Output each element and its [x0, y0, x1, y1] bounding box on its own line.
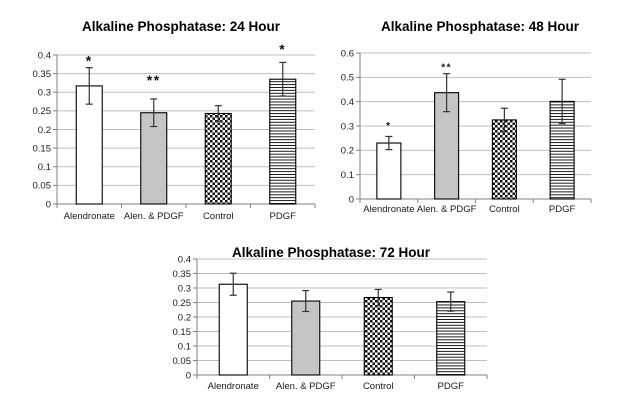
- x-category-label-pdgf: PDGF: [549, 204, 576, 215]
- 72-hour-bar-alen-pdgf: [291, 300, 321, 376]
- 72-hour-bar-control: [363, 297, 393, 376]
- error-bar-control: [374, 288, 382, 307]
- 24-hour-bar-alen-pdgf: [140, 112, 168, 205]
- y-tick-label: 0.3: [38, 88, 51, 99]
- 24-hour-bar-control: [204, 112, 232, 205]
- y-tick-label: 0.6: [341, 48, 354, 59]
- y-tick-label: 0.25: [33, 106, 52, 117]
- significance-marker: *: [279, 41, 286, 57]
- 24-hour-bar-alendronate: [75, 85, 103, 205]
- error-bar-alendronate: [85, 67, 93, 105]
- x-category-label-control: Control: [203, 211, 234, 222]
- chart-title-24-hour: Alkaline Phosphatase: 24 Hour: [82, 19, 281, 34]
- y-tick-label: 0.35: [173, 269, 192, 280]
- error-bar-pdgf: [279, 61, 287, 97]
- y-tick-label: 0.05: [33, 181, 52, 192]
- x-category-label-alen-pdgf: Alen. & PDGF: [276, 381, 336, 392]
- y-tick-label: 0.25: [173, 298, 192, 309]
- significance-marker: *: [386, 121, 391, 132]
- 24-hour-bar-pdgf: [269, 78, 297, 205]
- error-bar-control: [214, 105, 222, 122]
- chart-48-hour: 0 0.1 0.2 0.3 0.4 0.5 0.6 Alendronate Alen. & PD…: [341, 48, 592, 215]
- 72-hour-bar-alendronate: [218, 283, 248, 376]
- y-tick-label: 0.15: [173, 327, 192, 338]
- y-tick-label: 0: [349, 194, 354, 205]
- y-tick-label: 0.35: [33, 69, 52, 80]
- y-tick-label: 0.3: [178, 283, 191, 294]
- y-tick-label: 0.15: [33, 143, 52, 154]
- y-tick-label: 0.4: [178, 254, 191, 265]
- y-tick-label: 0.2: [341, 146, 354, 157]
- y-tick-label: 0.1: [178, 341, 191, 352]
- y-tick-label: 0.1: [341, 170, 354, 181]
- chart-title-72-hour: Alkaline Phosphatase: 72 Hour: [232, 245, 431, 260]
- 48-hour-bar-alendronate: [376, 142, 402, 200]
- y-tick-label: 0: [186, 370, 191, 381]
- error-bar-alendronate: [385, 135, 393, 151]
- y-tick-label: 0.4: [38, 50, 51, 61]
- 48-hour-bar-control: [491, 119, 517, 200]
- chart-72-hour: 0 0.05 0.1 0.15 0.2 0.25 0.3 0.35 0.4 Alendronate…: [173, 254, 488, 392]
- chart-title-48-hour: Alkaline Phosphatase: 48 Hour: [381, 19, 580, 34]
- x-category-label-alendronate: Alendronate: [363, 204, 414, 215]
- error-bar-alendronate: [229, 272, 237, 296]
- error-bar-pdgf: [558, 78, 566, 125]
- x-category-label-control: Control: [489, 204, 520, 215]
- error-bar-control: [500, 107, 508, 133]
- chart-24-hour: 0 0.05 0.1 0.15 0.2 0.25 0.3 0.35 0.4 Alendronate…: [33, 41, 316, 222]
- error-bar-alen-pdgf: [150, 98, 158, 128]
- 72-hour-bar-pdgf: [436, 301, 466, 376]
- x-category-label-alendronate: Alendronate: [208, 381, 259, 392]
- y-tick-label: 0.2: [178, 312, 191, 323]
- x-category-label-pdgf: PDGF: [438, 381, 465, 392]
- error-bar-pdgf: [447, 291, 455, 312]
- significance-marker: **: [441, 62, 452, 73]
- significance-marker: **: [147, 72, 161, 88]
- y-tick-label: 0.05: [173, 356, 192, 367]
- x-category-label-pdgf: PDGF: [270, 211, 297, 222]
- error-bar-alen-pdgf: [302, 290, 310, 313]
- y-tick-label: 0.2: [38, 125, 51, 136]
- x-category-label-alendronate: Alendronate: [64, 211, 115, 222]
- plots-layer: 0 0.05 0.1 0.15 0.2 0.25 0.3 0.35 0.4 Alendronate…: [33, 41, 592, 392]
- significance-marker: *: [86, 53, 93, 69]
- y-tick-label: 0.3: [341, 121, 354, 132]
- y-tick-label: 0: [46, 199, 51, 210]
- x-category-label-alen-pdgf: Alen. & PDGF: [417, 204, 477, 215]
- error-bar-alen-pdgf: [443, 73, 451, 113]
- x-category-label-alen-pdgf: Alen. & PDGF: [124, 211, 184, 222]
- y-tick-label: 0.5: [341, 73, 354, 84]
- y-tick-label: 0.4: [341, 97, 354, 108]
- x-category-label-control: Control: [363, 381, 394, 392]
- y-tick-label: 0.1: [38, 162, 51, 173]
